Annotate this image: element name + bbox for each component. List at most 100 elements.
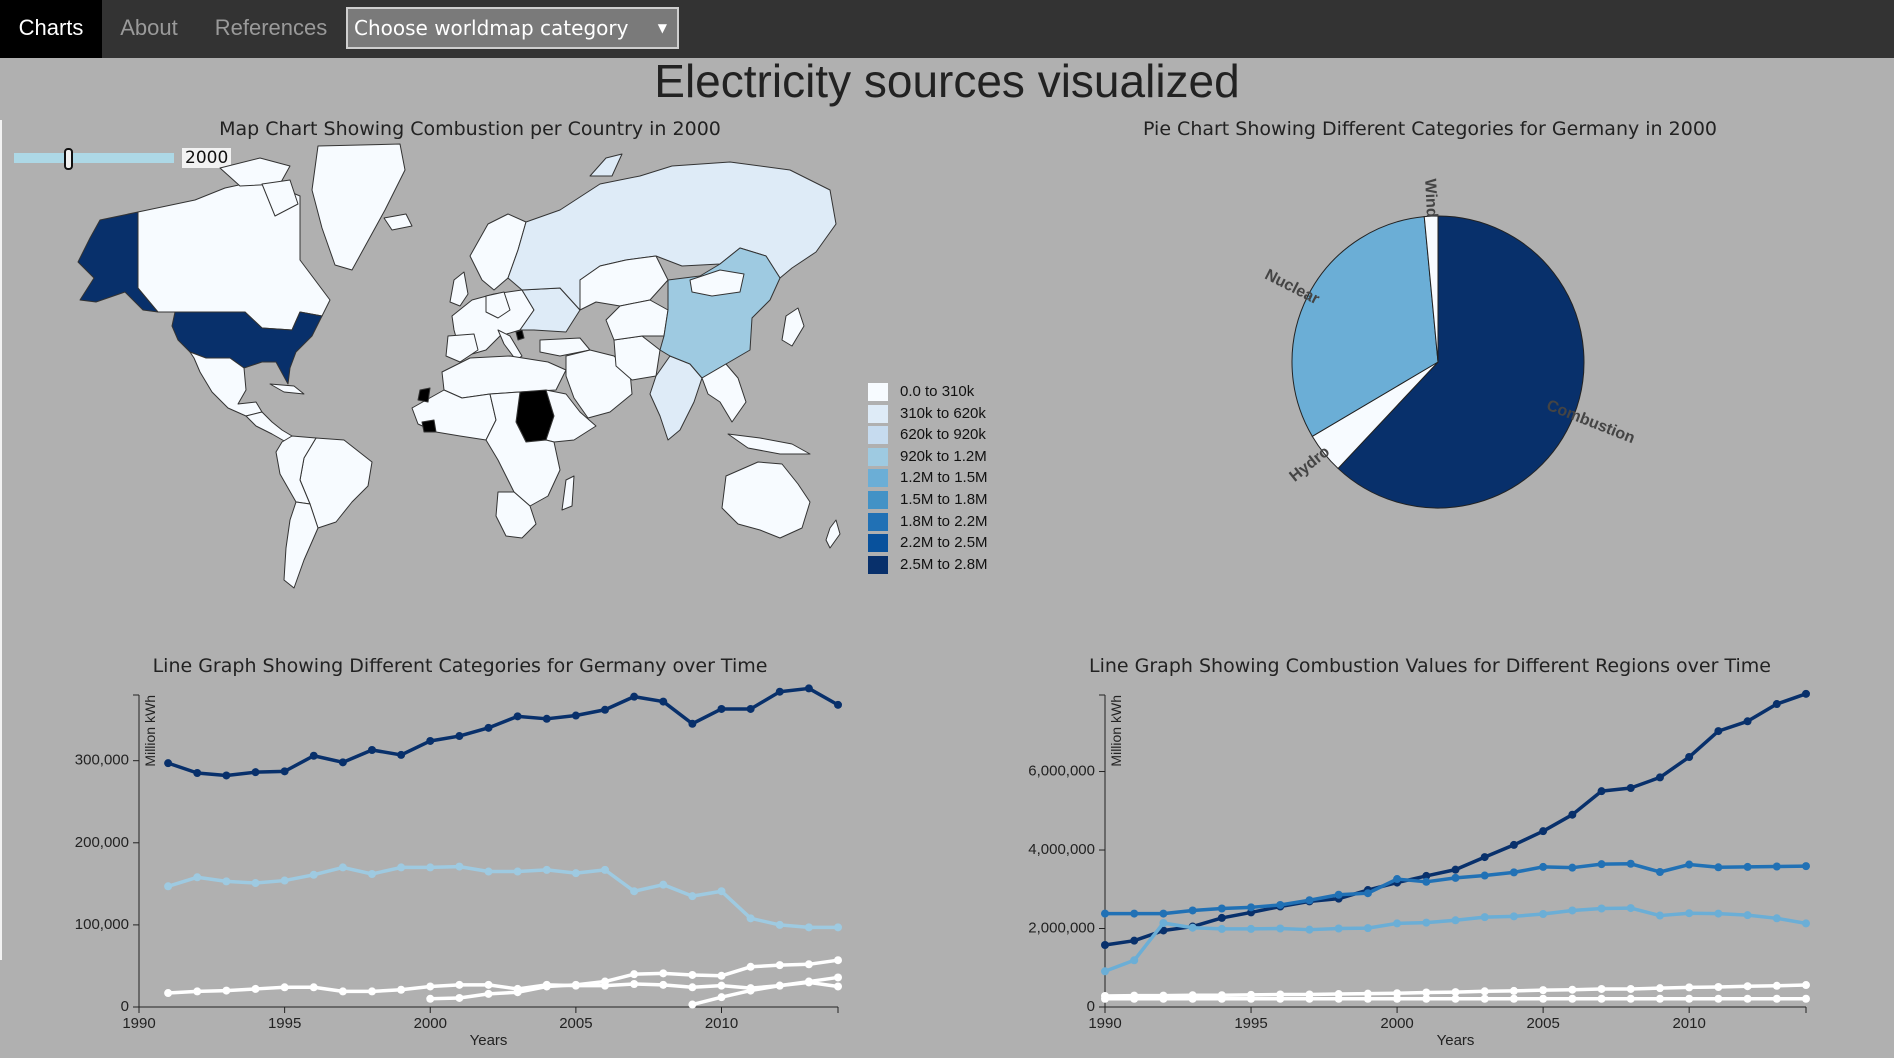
series-point[interactable] [717, 993, 726, 1002]
series-point[interactable] [571, 980, 580, 989]
series-point[interactable] [688, 719, 697, 728]
series-point[interactable] [1101, 967, 1109, 976]
country-novaya-zemlya[interactable] [589, 153, 623, 177]
nav-charts[interactable]: Charts [0, 0, 102, 58]
country-mexico[interactable] [189, 351, 263, 417]
series-point[interactable] [834, 973, 842, 982]
series-point[interactable] [1743, 911, 1752, 920]
country-canada[interactable] [137, 179, 331, 331]
series-point[interactable] [542, 865, 551, 874]
series-point[interactable] [1159, 919, 1168, 928]
series-point[interactable] [1334, 890, 1343, 899]
series-point[interactable] [426, 736, 435, 745]
pie-slice-nuclear[interactable] [1291, 216, 1439, 438]
series-point[interactable] [717, 981, 726, 990]
series-point[interactable] [513, 712, 522, 721]
series-point[interactable] [1422, 994, 1431, 1003]
series-point[interactable] [630, 980, 639, 989]
series-point[interactable] [193, 769, 202, 777]
series-point[interactable] [1422, 918, 1431, 927]
series-point[interactable] [1363, 889, 1372, 898]
country-canada-islands[interactable] [219, 157, 291, 187]
series-point[interactable] [484, 867, 493, 876]
series-point[interactable] [1626, 904, 1635, 913]
series-point[interactable] [542, 714, 551, 723]
series-point[interactable] [834, 982, 842, 991]
country-indonesia[interactable] [727, 433, 811, 455]
series-point[interactable] [1217, 994, 1226, 1003]
series-point[interactable] [1509, 840, 1518, 849]
country-new-zealand[interactable] [825, 519, 841, 549]
series-point[interactable] [455, 980, 464, 989]
country-guinea[interactable] [421, 419, 437, 433]
series-point[interactable] [601, 865, 609, 874]
series-point[interactable] [1130, 936, 1139, 945]
country-australia[interactable] [721, 461, 811, 539]
series-point[interactable] [280, 983, 289, 992]
series-point[interactable] [1685, 860, 1694, 869]
series-point[interactable] [1480, 853, 1489, 862]
series-point[interactable] [1539, 827, 1548, 836]
series-point[interactable] [1188, 906, 1197, 915]
series-point[interactable] [1451, 994, 1460, 1003]
series-point[interactable] [338, 987, 347, 996]
series-point[interactable] [775, 687, 784, 696]
series-point[interactable] [1480, 987, 1489, 996]
series-point[interactable] [222, 877, 231, 886]
series-point[interactable] [513, 867, 522, 876]
series-point[interactable] [222, 986, 231, 995]
nav-about[interactable]: About [120, 15, 178, 40]
series-point[interactable] [1568, 863, 1577, 872]
series-point[interactable] [1422, 988, 1431, 997]
series-point[interactable] [746, 704, 755, 713]
series-point[interactable] [571, 869, 580, 878]
series-point[interactable] [659, 880, 668, 889]
series-point[interactable] [1568, 985, 1577, 994]
series-point[interactable] [309, 751, 318, 760]
series-point[interactable] [1451, 916, 1460, 925]
series-point[interactable] [1685, 983, 1694, 992]
series-point[interactable] [368, 987, 376, 996]
series-point[interactable] [338, 758, 347, 767]
country-germany[interactable] [485, 291, 511, 319]
series-point[interactable] [1101, 994, 1109, 1003]
series-point[interactable] [1714, 909, 1723, 918]
country-greenland[interactable] [311, 143, 406, 271]
series-point[interactable] [1480, 871, 1489, 880]
series-point[interactable] [1743, 982, 1752, 991]
year-slider[interactable] [14, 148, 178, 170]
series-point[interactable] [1655, 984, 1664, 993]
series-point[interactable] [397, 985, 406, 994]
region-central-africa[interactable] [485, 391, 561, 507]
series-point[interactable] [426, 994, 435, 1003]
country-spain[interactable] [445, 333, 479, 363]
series-point[interactable] [688, 983, 697, 992]
series-point[interactable] [251, 984, 260, 993]
series-point[interactable] [775, 961, 784, 970]
series-point[interactable] [1101, 940, 1109, 949]
series-point[interactable] [1685, 753, 1694, 762]
series-point[interactable] [630, 887, 639, 896]
country-uk[interactable] [449, 271, 469, 307]
country-central-america[interactable] [245, 411, 293, 443]
series-point[interactable] [1626, 984, 1635, 993]
series-point[interactable] [397, 750, 406, 759]
series-point[interactable] [659, 697, 668, 706]
series-point[interactable] [1217, 904, 1226, 913]
region-central-asia[interactable] [605, 299, 669, 341]
series-point[interactable] [1276, 924, 1285, 933]
series-point[interactable] [1655, 773, 1664, 782]
series-point[interactable] [834, 700, 842, 709]
series-point[interactable] [1130, 956, 1139, 965]
series-point[interactable] [804, 960, 813, 969]
series-point[interactable] [484, 989, 493, 998]
series-point[interactable] [309, 983, 318, 992]
series-point[interactable] [717, 887, 726, 896]
country-south-africa[interactable] [495, 491, 537, 539]
series-point[interactable] [1130, 909, 1139, 918]
country-serbia[interactable] [515, 329, 525, 341]
series-point[interactable] [1334, 924, 1343, 933]
country-cuba[interactable] [269, 383, 305, 395]
series-point[interactable] [746, 962, 755, 971]
series-point[interactable] [1393, 994, 1402, 1003]
